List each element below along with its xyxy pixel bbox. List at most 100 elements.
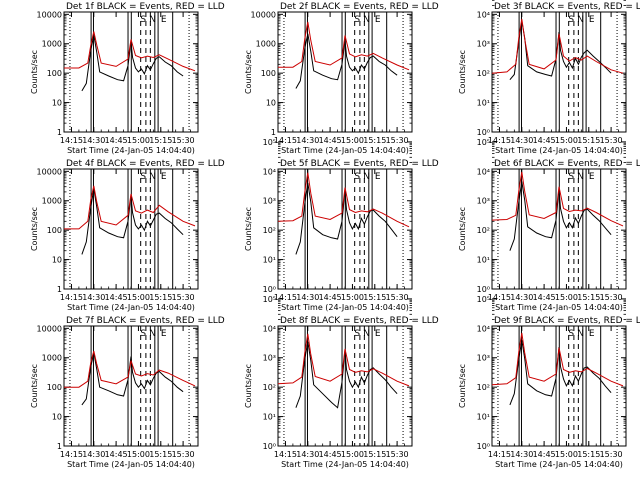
panel-9-y-axis-label: Counts/sec <box>458 364 467 408</box>
panel-1-x-tick-label: 15:30 <box>172 136 195 145</box>
panel-4-y-tick-label: 10000 <box>37 167 62 176</box>
panel-3-x-tick-label: 15:00 <box>555 136 578 145</box>
panel-7-x-tick-label: 15:15 <box>149 450 172 459</box>
panel-1-black-series-line <box>81 34 184 92</box>
panel-5-marker-letter: S <box>354 172 360 182</box>
panel-1-marker-letter: N <box>149 15 156 25</box>
panel-4-marker-letter: N <box>149 172 156 182</box>
panel-4-marker-letter: E <box>161 172 167 182</box>
panel-2-marker-letter: S <box>354 15 360 25</box>
panel-7-x-tick-label: 14:15 <box>60 450 83 459</box>
panel-9-y-tick-label: 10¹ <box>477 413 490 422</box>
panel-4-y-tick-label: 10 <box>52 256 62 265</box>
panel-4-x-tick-label: 15:30 <box>172 293 195 302</box>
panel-4-marker-letter: S <box>140 172 146 182</box>
panel-8-red-series-line <box>277 333 410 387</box>
panel-4-x-axis-label: Start Time (24-Jan-05 14:04:40) <box>67 303 195 312</box>
panel-4-x-tick-label: 14:45 <box>105 293 128 302</box>
panel-9-y-tick-label: 10⁵ <box>477 295 490 304</box>
panel-3-x-tick-label: 14:30 <box>510 136 533 145</box>
panel-1-y-tick-label: 1 <box>57 128 62 137</box>
panel-9-x-tick-label: 15:15 <box>577 450 600 459</box>
panel-9-x-axis-label: Start Time (24-Jan-05 14:04:40) <box>495 460 623 469</box>
panel-4-x-tick-label: 14:30 <box>82 293 105 302</box>
panel-5-black-series-line <box>295 182 398 255</box>
panel-7-y-axis-label: Counts/sec <box>30 364 39 408</box>
panel-3-x-axis-label: Start Time (24-Jan-05 14:04:40) <box>495 146 623 155</box>
panel-5-x-tick-label: 15:00 <box>341 293 364 302</box>
panel-7-marker-letter: S <box>140 329 146 339</box>
panel-6-marker-letter: E <box>589 172 595 182</box>
panel-2-black-series-line <box>295 33 398 89</box>
panel-4-y-axis-label: Counts/sec <box>30 207 39 251</box>
panel-4-x-tick-label: 15:00 <box>127 293 150 302</box>
panel-2-y-tick-label: 10 <box>266 99 276 108</box>
panel-7-x-axis-label: Start Time (24-Jan-05 14:04:40) <box>67 460 195 469</box>
panel-4-red-series-line <box>64 185 196 230</box>
panel-6-black-series-line <box>509 181 612 251</box>
panel-7-x-tick-label: 15:30 <box>172 450 195 459</box>
panel-7-red-series-line <box>64 350 196 388</box>
panel-9-x-tick-label: 15:30 <box>600 450 623 459</box>
panel-5-marker-letter: E <box>375 172 381 182</box>
panel-2-x-tick-label: 14:45 <box>319 136 342 145</box>
panel-8-marker-letter: S <box>354 329 360 339</box>
panel-5-x-tick-label: 15:15 <box>363 293 386 302</box>
panel-5-x-axis-label: Start Time (24-Jan-05 14:04:40) <box>281 303 409 312</box>
panel-4-black-series-line <box>81 188 184 255</box>
panel-8-marker-letter: E <box>375 329 381 339</box>
panel-3-x-tick-label: 14:15 <box>488 136 511 145</box>
panel-6-y-tick-label: 10² <box>477 226 490 235</box>
panel-9-black-series-line <box>509 339 612 406</box>
panel-5-y-tick-label: 10³ <box>263 197 276 206</box>
panel-8-y-tick-label: 10⁰ <box>263 442 276 451</box>
panel-6-y-tick-label: 10¹ <box>477 256 490 265</box>
panel-7-y-tick-label: 10 <box>52 413 62 422</box>
panel-5-x-tick-label: 14:15 <box>274 293 297 302</box>
panel-4-x-tick-label: 14:15 <box>60 293 83 302</box>
panel-6-y-tick-label: 10⁵ <box>477 138 490 147</box>
panel-9-y-tick-label: 10³ <box>477 354 490 363</box>
panel-2-x-tick-label: 15:30 <box>386 136 409 145</box>
panel-1-title: Det 1f BLACK = Events, RED = LLD <box>66 2 225 12</box>
panel-6-x-tick-label: 14:15 <box>488 293 511 302</box>
panel-3-y-tick-label: 10³ <box>477 40 490 49</box>
panel-1-x-tick-label: 14:15 <box>60 136 83 145</box>
panel-9-y-tick-label: 10⁴ <box>477 324 490 333</box>
panel-2-y-tick-label: 1 <box>271 128 276 137</box>
panel-7-marker-letter: E <box>161 329 167 339</box>
panel-3-y-tick-label: 10² <box>477 69 490 78</box>
panel-9-red-series-line <box>491 332 624 387</box>
panel-9-y-tick-label: 10⁰ <box>477 442 490 451</box>
panel-8-y-tick-label: 10² <box>263 383 276 392</box>
panel-3-red-series-line <box>491 18 624 74</box>
panel-2-title: Det 2f BLACK = Events, RED = LLD <box>280 2 439 12</box>
panel-1-x-tick-label: 15:00 <box>127 136 150 145</box>
panel-2-x-tick-label: 14:30 <box>296 136 319 145</box>
panel-1-x-tick-label: 14:30 <box>82 136 105 145</box>
panel-9-marker-letter: S <box>568 329 574 339</box>
panel-5-red-series-line <box>277 172 410 228</box>
panel-8-x-tick-label: 14:30 <box>296 450 319 459</box>
panel-2-y-tick-label: 1000 <box>256 40 276 49</box>
panel-8-y-tick-label: 10¹ <box>263 413 276 422</box>
panel-3-y-tick-label: 10¹ <box>477 99 490 108</box>
panel-1-marker-letter: S <box>140 15 146 25</box>
panel-2-marker-letter: N <box>363 15 370 25</box>
panel-9-x-tick-label: 14:45 <box>533 450 556 459</box>
panel-5-y-tick-label: 10² <box>263 226 276 235</box>
panel-5-x-tick-label: 15:30 <box>386 293 409 302</box>
panel-5-marker-letter: N <box>363 172 370 182</box>
panel-7-y-tick-label: 1000 <box>42 354 62 363</box>
panel-3-x-tick-label: 15:15 <box>577 136 600 145</box>
panel-1-y-axis-label: Counts/sec <box>30 50 39 94</box>
panel-6-y-tick-label: 10³ <box>477 197 490 206</box>
panel-4-y-tick-label: 100 <box>47 226 62 235</box>
panel-4-x-tick-label: 15:15 <box>149 293 172 302</box>
panel-3-x-tick-label: 14:45 <box>533 136 556 145</box>
panel-8-marker-letter: N <box>363 329 370 339</box>
panel-7-x-tick-label: 14:45 <box>105 450 128 459</box>
panel-1-y-tick-label: 1000 <box>42 40 62 49</box>
panel-9-title: Det 9f BLACK = Events, RED = LLD <box>494 316 640 326</box>
